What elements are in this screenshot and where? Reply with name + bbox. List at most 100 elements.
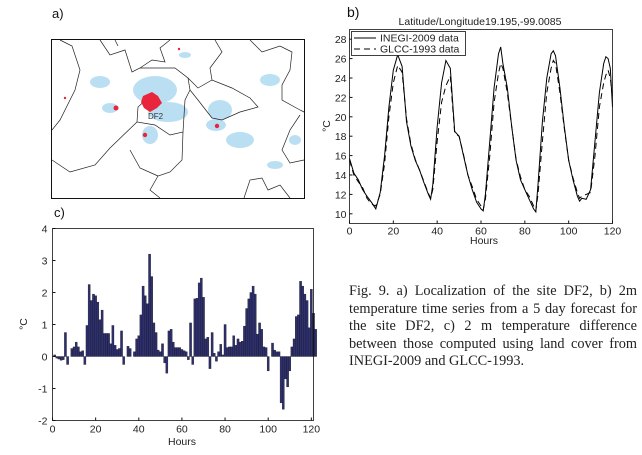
bar: [90, 300, 93, 357]
bar: [126, 346, 130, 357]
y-tick-label: -1: [38, 384, 47, 396]
bar: [70, 348, 74, 357]
bar: [103, 333, 106, 357]
bar: [236, 338, 240, 357]
x-tick-label: 60: [475, 226, 487, 238]
bar: [208, 356, 212, 369]
bar: [120, 330, 123, 357]
bar: [292, 338, 296, 357]
legend-entry: GLCC-1993 data: [380, 44, 460, 56]
bar: [258, 322, 261, 357]
bar: [288, 356, 292, 372]
bar: [66, 356, 69, 365]
bar: [85, 325, 89, 357]
x-tick-label: 20: [90, 424, 102, 436]
bar: [275, 351, 279, 357]
y-tick-label: 16: [335, 151, 347, 163]
bar: [148, 253, 151, 357]
bar: [161, 343, 164, 357]
x-tick-label: 60: [176, 424, 188, 436]
bar: [152, 322, 156, 357]
bar: [215, 356, 218, 362]
bar: [180, 349, 184, 357]
panel-b-label: b): [347, 4, 360, 20]
bar: [156, 349, 160, 357]
y-tick-label: 24: [335, 73, 347, 85]
x-tick-label: 100: [560, 226, 578, 238]
bar: [193, 298, 197, 357]
bar: [154, 332, 158, 357]
bar: [94, 295, 97, 357]
y-tick-label: 18: [335, 131, 347, 143]
bar: [297, 314, 300, 357]
bar: [195, 298, 199, 357]
bar: [77, 346, 80, 357]
bar: [243, 325, 246, 357]
bar: [206, 337, 210, 357]
bar: [165, 356, 169, 374]
bar: [109, 343, 112, 357]
bar: [213, 353, 216, 357]
x-tick-label: 100: [259, 424, 277, 436]
plot-frame: [349, 29, 613, 224]
bar: [72, 346, 76, 357]
site-label: DF2: [148, 112, 164, 121]
y-tick-label: 4: [42, 224, 48, 236]
bar: [163, 356, 166, 364]
bar: [247, 298, 251, 357]
bar: [310, 289, 313, 357]
legend-entry: INEGI-2009 data: [380, 33, 459, 45]
bar: [111, 325, 115, 357]
bar: [305, 300, 309, 357]
series-line-glcc-1993: [349, 59, 613, 213]
x-tick-label: 80: [519, 226, 531, 238]
bar: [282, 356, 285, 410]
bar: [204, 338, 207, 357]
bar: [79, 351, 82, 357]
bar: [245, 308, 248, 357]
bar: [137, 335, 141, 357]
bar: [286, 356, 289, 388]
plot-frame: [52, 228, 314, 421]
bar: [141, 285, 145, 357]
bar: [83, 356, 87, 365]
chart-title: Latitude/Longitude19.195,-99.0085: [399, 16, 562, 28]
x-tick-label: 40: [431, 226, 443, 238]
bar: [279, 356, 283, 404]
bar: [135, 338, 138, 357]
bar: [251, 285, 255, 357]
bar: [87, 284, 91, 357]
x-axis-label: Hours: [470, 235, 498, 247]
bar: [238, 341, 242, 357]
bar: [59, 356, 63, 361]
y-axis-label: °C: [321, 120, 333, 132]
bar: [96, 301, 100, 357]
bar: [176, 347, 179, 357]
bar: [290, 346, 294, 357]
legend: INEGI-2009 data GLCC-1993 data: [351, 31, 466, 56]
x-tick-label: 20: [387, 226, 399, 238]
bar: [133, 351, 136, 357]
bar: [128, 348, 132, 357]
bar: [115, 349, 119, 357]
bar: [144, 295, 147, 357]
bar: [197, 282, 201, 357]
y-tick-label: 14: [335, 170, 347, 182]
bar: [271, 342, 274, 357]
bar: [159, 351, 162, 357]
bar: [234, 345, 238, 357]
bar: [273, 349, 276, 357]
bar: [169, 329, 173, 357]
bar: [284, 356, 287, 380]
y-tick-label: 1: [42, 320, 48, 332]
bar: [55, 356, 59, 359]
bar: [254, 293, 257, 357]
bar: [200, 277, 203, 357]
bar: [256, 333, 259, 357]
bar: [139, 314, 143, 357]
bar: [167, 330, 171, 357]
bar: [122, 356, 125, 365]
x-tick-label: 0: [347, 226, 353, 238]
